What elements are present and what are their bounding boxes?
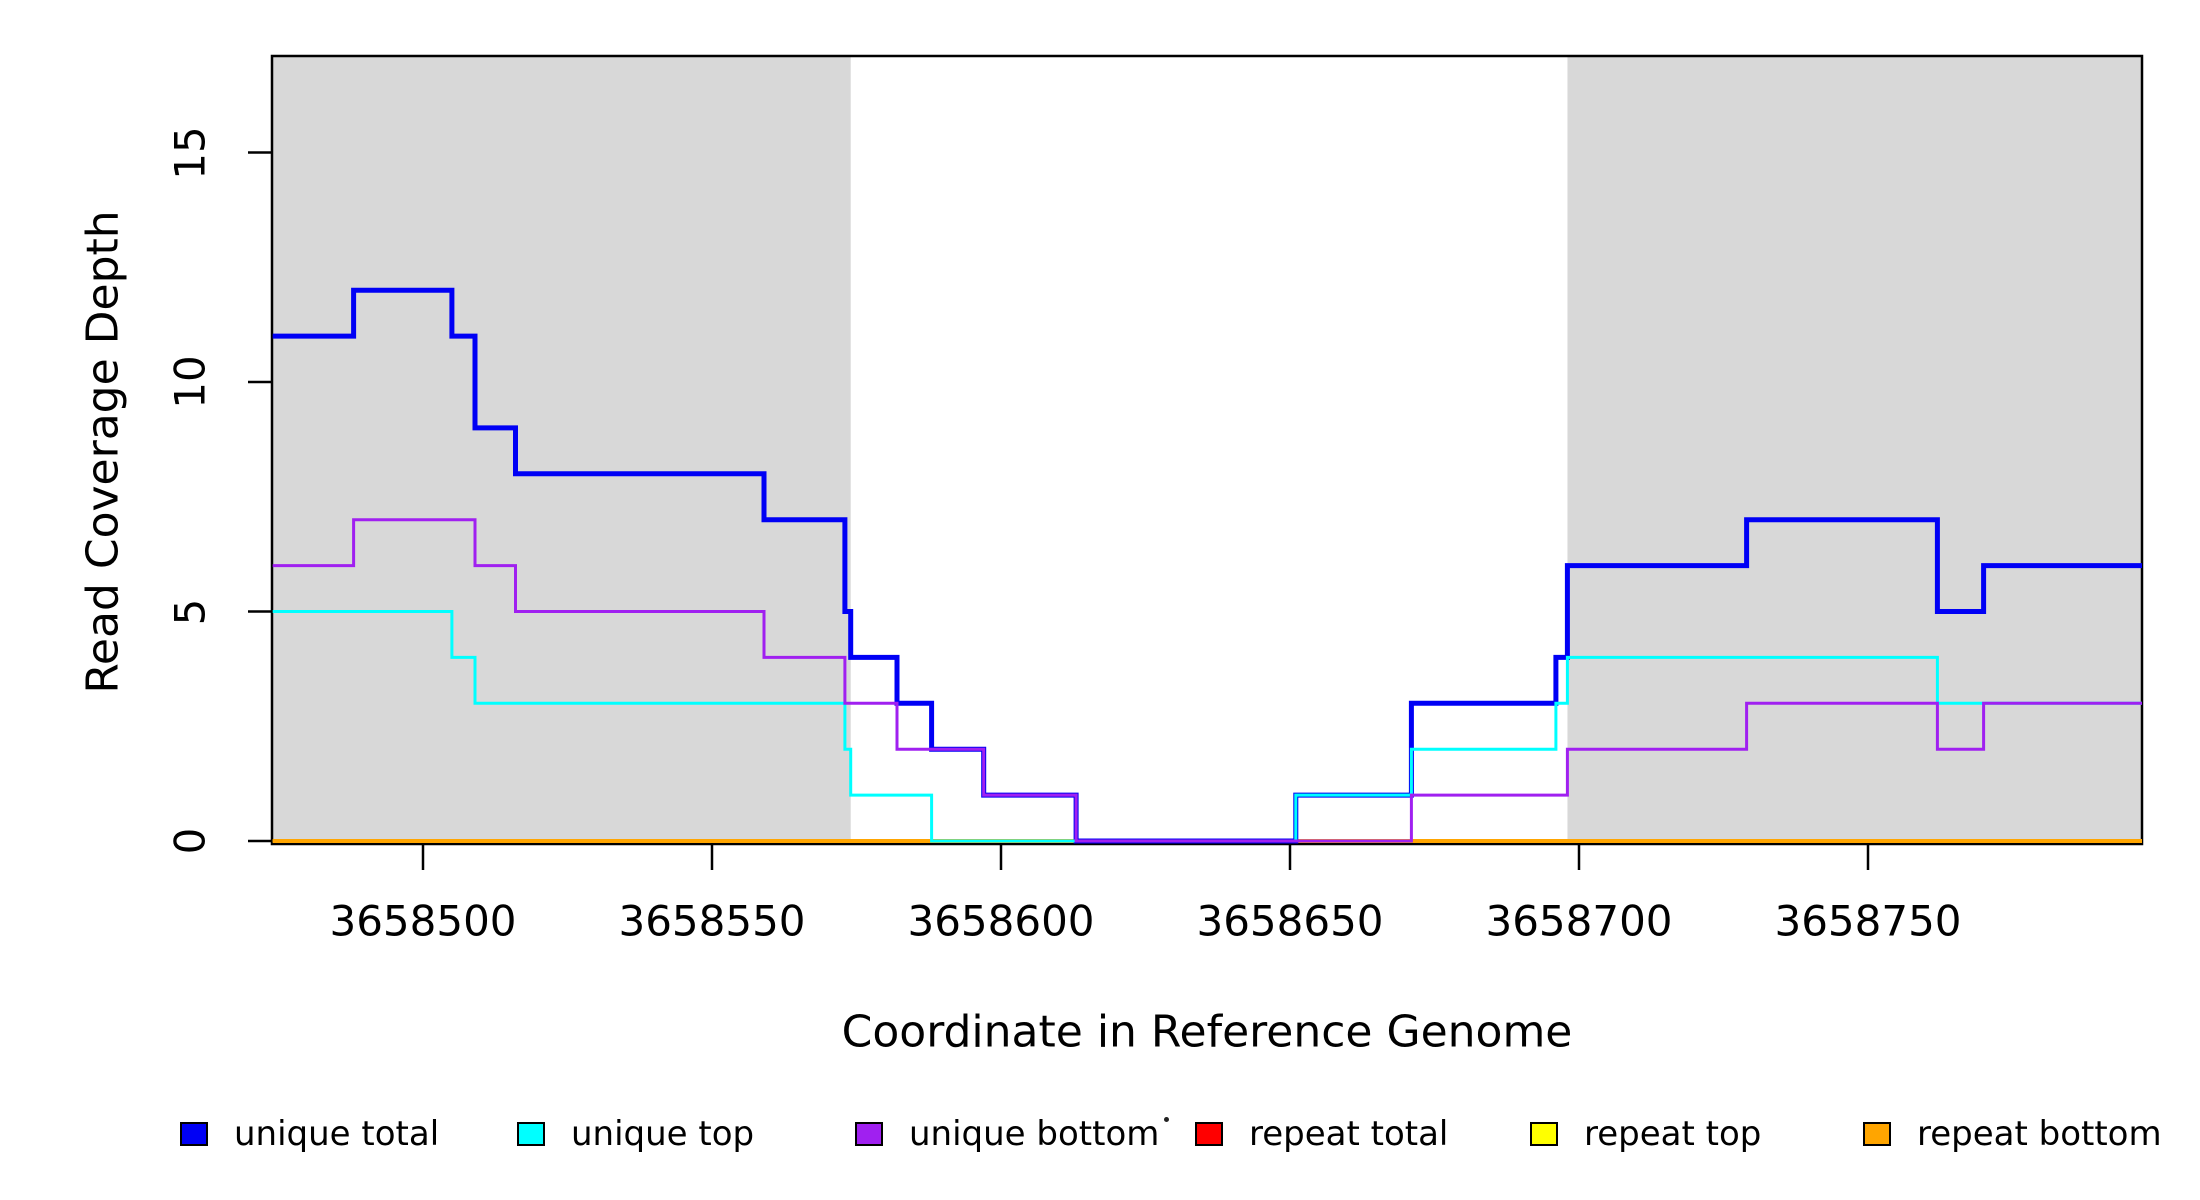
y-tick-label: 15 [165, 125, 215, 180]
x-tick-label: 3658600 [907, 896, 1095, 946]
x-tick-label: 3658550 [618, 896, 806, 946]
legend-swatch-icon [1195, 1122, 1223, 1146]
legend-label: repeat total [1249, 1114, 1449, 1154]
legend-swatch-icon [1863, 1122, 1891, 1146]
y-tick-label: 10 [165, 355, 215, 409]
legend-item-repeat-top: repeat top [1530, 1117, 1761, 1151]
legend-item-unique-total: unique total [180, 1117, 439, 1151]
y-tick-label: 5 [165, 598, 215, 625]
x-tick-label: 3658650 [1196, 896, 1384, 946]
legend-item-unique-top: unique top [517, 1117, 754, 1151]
stray-dot-mark [1164, 1117, 1169, 1122]
legend-item-repeat-total: repeat total [1195, 1117, 1448, 1151]
legend-swatch-icon [855, 1122, 883, 1146]
legend-label: unique total [234, 1114, 440, 1154]
legend-item-unique-bottom: unique bottom [855, 1117, 1159, 1151]
legend-item-repeat-bottom: repeat bottom [1863, 1117, 2162, 1151]
y-tick-label: 0 [165, 827, 215, 855]
plot-box [270, 54, 2144, 846]
shaded-region [272, 56, 851, 844]
x-tick-label: 3658500 [329, 896, 517, 946]
legend-swatch-icon [1530, 1122, 1558, 1146]
legend-label: repeat top [1584, 1114, 1762, 1154]
legend-swatch-icon [517, 1122, 545, 1146]
x-axis-title: Coordinate in Reference Genome [841, 1006, 1573, 1058]
legend-swatch-icon [180, 1122, 208, 1146]
series-unique-bottom [272, 518, 2142, 843]
legend-label: unique top [571, 1114, 755, 1154]
shaded-region [1567, 56, 2142, 844]
x-tick-label: 3658750 [1774, 896, 1962, 946]
y-axis-title: Read Coverage Depth [77, 210, 129, 694]
legend-label: repeat bottom [1917, 1114, 2162, 1154]
legend-label: unique bottom [909, 1114, 1160, 1154]
x-tick-label: 3658700 [1485, 896, 1673, 946]
